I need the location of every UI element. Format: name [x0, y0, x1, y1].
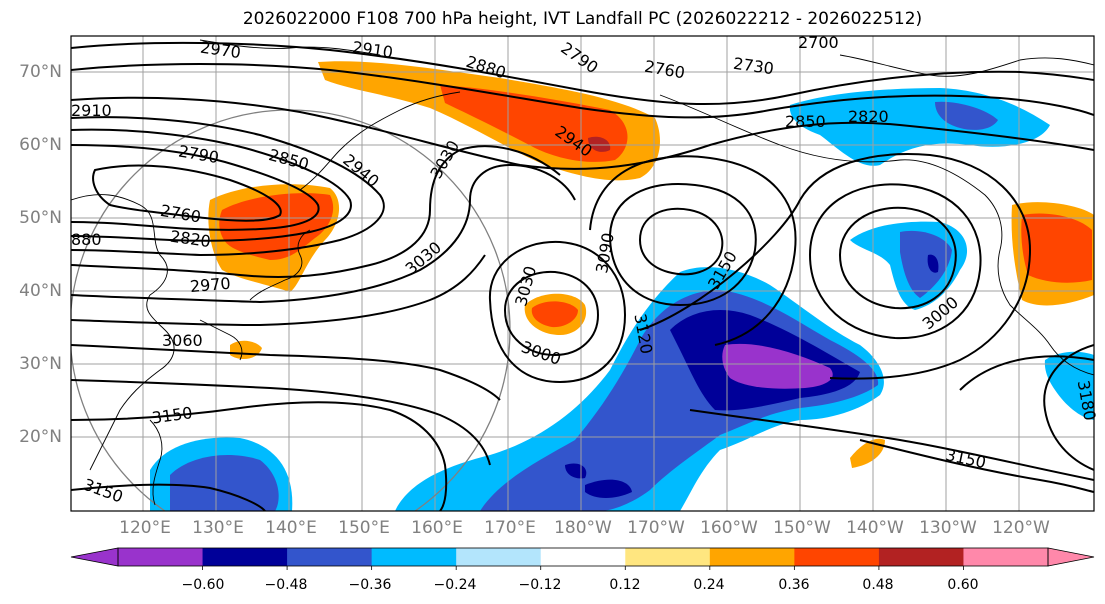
colorbar-segment — [709, 548, 795, 566]
contour-labels: 2970 2910 2880 2790 2760 2730 2700 2910 … — [71, 33, 1100, 507]
lat-label: 50°N — [19, 208, 62, 228]
ivt-negative-peak — [585, 479, 632, 498]
lat-label: 40°N — [19, 281, 62, 301]
colorbar-tick-label: −0.48 — [264, 577, 308, 593]
contour-label: 2700 — [798, 33, 839, 52]
contour-label: 880 — [71, 230, 102, 249]
ivt-negative-peak — [927, 254, 939, 273]
contour-label: 3060 — [162, 331, 203, 350]
colorbar-tick-label: 0.12 — [609, 577, 641, 593]
colorbar-tick-label: −0.12 — [518, 577, 562, 593]
colorbar-segment — [963, 548, 1049, 566]
colorbar-segment — [625, 548, 711, 566]
colorbar-segment — [878, 548, 964, 566]
colorbar — [70, 547, 1095, 570]
contour-label: 2970 — [189, 274, 231, 296]
colorbar-segment — [456, 548, 542, 566]
ivt-positive-core — [531, 301, 578, 328]
ivt-negative-region — [1044, 351, 1094, 420]
lon-label: 120°W — [992, 518, 1050, 538]
colorbar-tick-label: 0.48 — [862, 577, 894, 593]
colorbar-tick-label: −0.60 — [181, 577, 225, 593]
colorbar-segment — [287, 548, 373, 566]
contour-label: 2850 — [785, 112, 826, 131]
colorbar-tick-label: 0.60 — [947, 577, 979, 593]
ivt-positive-core — [219, 193, 334, 260]
colorbar-segment — [118, 548, 204, 566]
lon-label: 130°E — [192, 518, 244, 538]
height-contours — [71, 41, 1094, 511]
lon-label: 170°W — [627, 518, 685, 538]
ivt-negative-extreme — [722, 343, 833, 389]
lon-label: 160°E — [411, 518, 463, 538]
figure-title: 2026022000 F108 700 hPa height, IVT Land… — [242, 9, 923, 29]
lat-label: 70°N — [19, 62, 62, 82]
lon-label: 180°W — [554, 518, 612, 538]
lon-label: 140°W — [846, 518, 904, 538]
coastlines — [71, 39, 1094, 506]
lon-label: 150°E — [338, 518, 390, 538]
lon-label: 130°W — [919, 518, 977, 538]
ivt-negative-core — [900, 230, 952, 298]
lat-label: 60°N — [19, 135, 62, 155]
colorbar-frame — [117, 547, 1049, 567]
contour-label: 2910 — [71, 101, 112, 120]
ivt-negative-core — [935, 101, 998, 130]
ivt-negative-core — [170, 455, 279, 511]
lon-label: 120°E — [119, 518, 171, 538]
colorbar-segment — [540, 548, 626, 566]
lon-label: 160°W — [700, 518, 758, 538]
colorbar-tick-label: −0.36 — [348, 577, 392, 593]
colorbar-extend-high — [1047, 547, 1095, 567]
ivt-positive-region — [850, 438, 885, 468]
colorbar-segment — [371, 548, 457, 566]
lon-label: 170°E — [484, 518, 536, 538]
colorbar-tick-label: 0.24 — [693, 577, 725, 593]
ivt-shading — [150, 61, 1094, 511]
lat-label: 30°N — [19, 354, 62, 374]
ivt-positive-core — [1021, 213, 1092, 283]
colorbar-tick-label: −0.24 — [433, 577, 477, 593]
ivt-positive-peak — [588, 136, 611, 152]
lon-label: 150°W — [773, 518, 831, 538]
map-frame — [70, 35, 1095, 512]
lat-label: 20°N — [19, 427, 62, 447]
colorbar-extend-low — [70, 547, 119, 567]
colorbar-segment — [202, 548, 288, 566]
colorbar-segment — [794, 548, 880, 566]
colorbar-tick-label: 0.36 — [778, 577, 810, 593]
contour-label: 2820 — [848, 107, 889, 126]
lon-label: 140°E — [265, 518, 317, 538]
